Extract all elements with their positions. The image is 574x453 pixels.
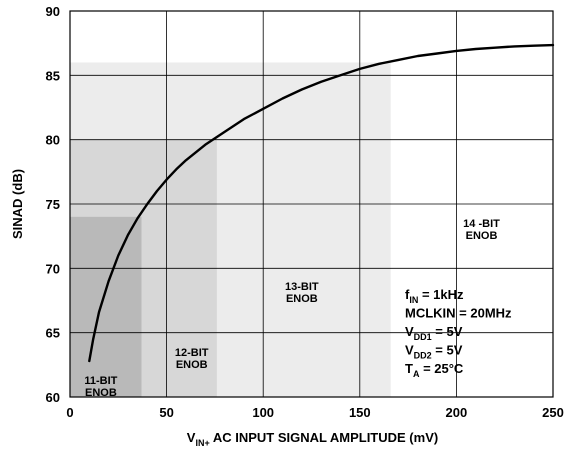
x-axis-title: VIN+ AC INPUT SIGNAL AMPLITUDE (mV) xyxy=(187,430,438,448)
condition-value: = 5V xyxy=(432,324,463,339)
enob-label-line: ENOB xyxy=(176,359,208,371)
x-axis-title-suffix: AC INPUT SIGNAL AMPLITUDE (mV) xyxy=(210,430,438,445)
condition-main: V xyxy=(405,343,414,358)
x-axis-title-prefix: V xyxy=(187,430,196,445)
y-axis-title: SINAD (dB) xyxy=(10,169,25,239)
enob-label-line: 12-BIT xyxy=(175,347,209,359)
x-tick-label: 200 xyxy=(446,405,468,420)
plot-frame xyxy=(69,10,554,398)
condition-line: VDD2 = 5V xyxy=(405,343,463,361)
sinad-curve xyxy=(88,43,555,363)
x-tick-label: 50 xyxy=(159,405,173,420)
condition-value: = 25°C xyxy=(419,361,463,376)
x-tick-label: 0 xyxy=(66,405,73,420)
enob-label-line: ENOB xyxy=(286,293,318,305)
condition-main: T xyxy=(405,361,413,376)
condition-line: TA = 25°C xyxy=(405,361,464,379)
x-tick-label: 150 xyxy=(349,405,371,420)
enob-region-3 xyxy=(70,216,142,397)
enob-label-line: 13-BIT xyxy=(285,281,319,293)
x-tick-labels: 0 50 100 150 200 250 xyxy=(66,405,563,420)
condition-main: f xyxy=(405,287,410,302)
condition-line: fIN = 1kHz xyxy=(405,287,464,305)
enob-label-line: 11-BIT xyxy=(84,375,117,387)
y-tick-label: 60 xyxy=(46,390,60,405)
enob-label-1: 13-BIT ENOB xyxy=(285,281,319,305)
condition-subscript: IN xyxy=(409,295,418,305)
x-axis-title-subscript: IN+ xyxy=(195,438,209,448)
condition-line: MCLKIN = 20MHz xyxy=(405,306,512,321)
y-tick-label: 90 xyxy=(46,4,60,19)
enob-label-2: 12-BIT ENOB xyxy=(175,347,209,371)
condition-subscript: DD1 xyxy=(414,332,432,342)
y-tick-label: 65 xyxy=(46,326,60,341)
enob-label-0: 14 -BIT ENOB xyxy=(463,218,500,242)
enob-label-line: 14 -BIT xyxy=(463,218,500,230)
y-tick-label: 85 xyxy=(46,68,60,83)
condition-line: VDD1 = 5V xyxy=(405,324,463,342)
condition-subscript: A xyxy=(413,369,420,379)
condition-main: V xyxy=(405,324,414,339)
y-tick-label: 70 xyxy=(46,261,60,276)
condition-main: MCLKIN = 20MHz xyxy=(405,306,512,321)
enob-label-line: ENOB xyxy=(85,387,117,399)
condition-subscript: DD2 xyxy=(414,351,432,361)
y-tick-label: 80 xyxy=(46,133,60,148)
y-tick-label: 75 xyxy=(46,197,60,212)
enob-label-3: 11-BIT ENOB xyxy=(84,375,117,399)
y-tick-labels: 60 65 70 75 80 85 90 xyxy=(46,4,60,405)
condition-value: = 1kHz xyxy=(418,287,464,302)
enob-label-line: ENOB xyxy=(466,230,498,242)
condition-value: = 5V xyxy=(432,343,463,358)
x-tick-label: 250 xyxy=(542,405,564,420)
x-tick-label: 100 xyxy=(252,405,274,420)
